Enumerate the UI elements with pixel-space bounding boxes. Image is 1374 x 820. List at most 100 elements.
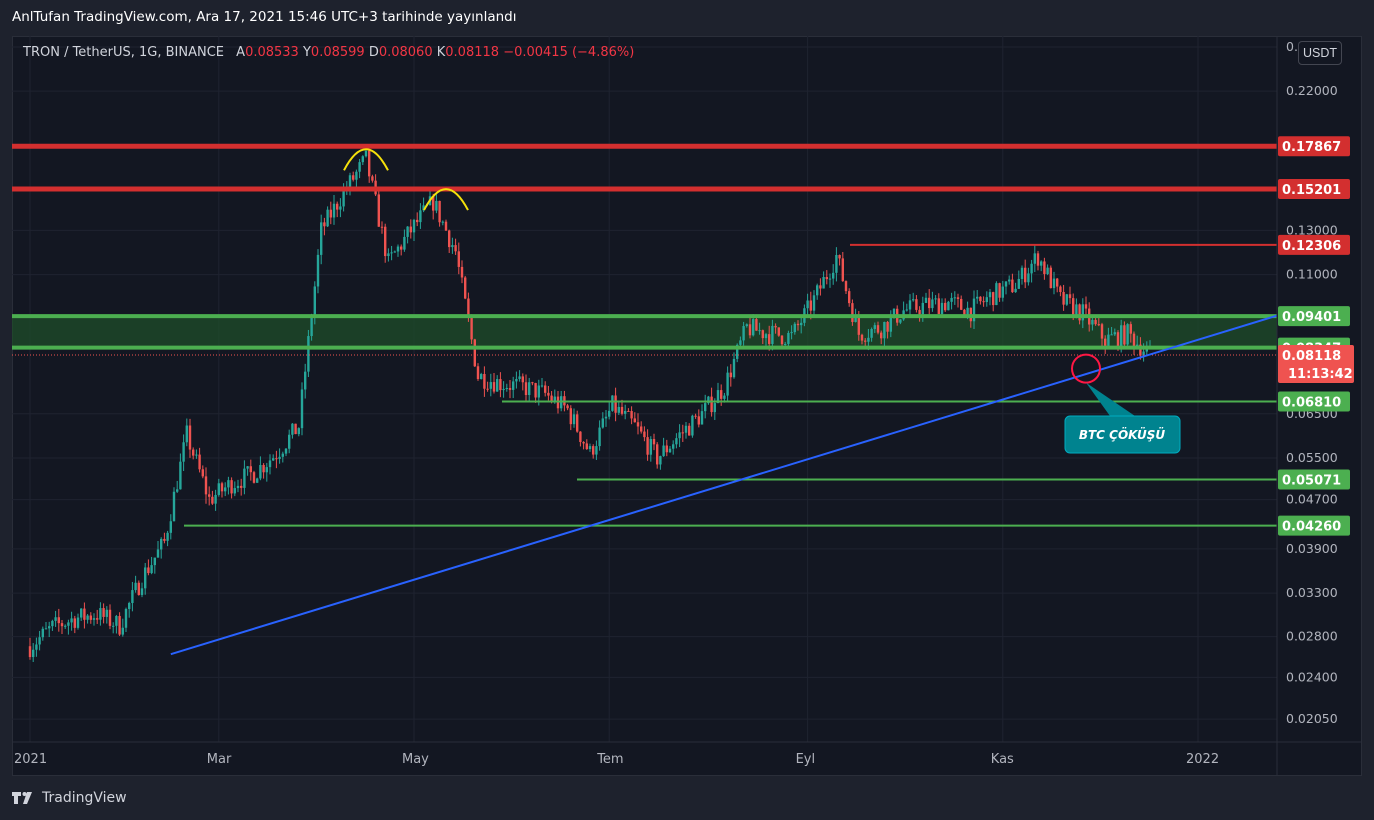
ascending-trendline[interactable] [170,314,1278,656]
candle-body [691,415,694,436]
candle-body [361,156,364,163]
close-value: 0.08118 [445,45,500,60]
candle-body [889,316,892,332]
candle-body [793,323,796,333]
candle-body [828,278,832,280]
price-chart[interactable]: BTC ÇÖKÜŞÜ 0.260000.220000.130000.110000… [12,36,1362,776]
candle-body [336,203,339,210]
candle-body [224,487,227,492]
candle-body [80,608,83,618]
currency-badge[interactable]: USDT [1298,41,1342,65]
candle-body [854,316,857,322]
candle-body [96,618,99,620]
chart-panel[interactable] [12,36,1362,776]
low-value: 0.08060 [378,45,433,60]
candle-body [342,189,345,207]
candle-body [390,252,393,254]
candle-body [640,426,643,432]
candle-body [169,521,172,533]
candle-body [1059,286,1062,292]
candle-body [905,309,908,311]
candle-body [585,443,588,450]
candle-body [297,428,300,435]
candle-body [598,427,601,447]
candle-body [790,332,793,334]
candle-body [723,395,726,399]
candle-body [444,221,448,231]
candle-body [182,442,185,462]
candle-body [176,489,179,492]
candle-body [1120,325,1123,347]
candle-body [931,299,934,309]
candle-body [569,408,572,425]
candle-body [358,162,361,172]
candle-body [486,388,489,390]
price-tick-label: 0.02050 [1286,711,1338,726]
candle-body [816,285,819,296]
candle-body [265,467,268,473]
candle-body [60,623,64,627]
candle-body [809,300,812,311]
time-axis[interactable]: 2021 Mar May Tem Eyl Kas 2022 [12,741,1362,767]
level-tag [1278,469,1350,490]
candle-body [220,483,224,492]
candle-body [406,226,409,237]
candle-body [412,219,416,233]
level-tag [1278,234,1350,255]
candle-body [108,609,112,626]
candle-body [502,388,505,391]
candle-body [179,461,182,490]
candle-body [70,618,73,623]
candle-body [432,196,435,211]
candle-body [124,609,128,628]
candle-body [73,618,76,628]
candle-body [736,344,739,359]
candle-body [540,385,544,387]
candle-body [1065,294,1068,305]
candle-body [688,425,691,436]
candle-body [841,258,844,282]
candle-body [867,337,870,342]
candle-body [771,325,774,344]
candle-body [892,308,896,317]
candle-body [1011,279,1014,293]
candle-body [947,301,950,311]
candle-body [732,358,736,378]
double-top-arc [423,188,469,211]
candle-body [531,382,534,384]
candle-body [131,590,134,603]
candle-body [848,291,851,304]
candle-body [38,637,41,645]
candle-body [630,411,633,419]
candle-body [720,390,723,399]
candle-body [83,608,86,620]
tradingview-brand[interactable]: TradingView [12,790,127,806]
symbol-name[interactable]: TRON / TetherUS, 1G, BINANCE [23,45,225,60]
candle-body [995,283,998,306]
callout-box[interactable] [1064,415,1181,454]
candle-body [652,439,656,445]
candle-body [928,297,931,309]
candle-body [460,266,464,278]
candle-body [908,300,912,310]
candle-body [960,298,963,310]
candle-body [150,565,153,574]
candle-body [780,335,784,345]
candle-body [1094,319,1097,325]
candle-body [102,608,105,617]
candle-body [659,456,662,465]
trendline[interactable] [170,314,1278,656]
candle-body [1075,304,1078,316]
candle-body [844,281,848,292]
candle-body [409,226,412,233]
candle-body [748,324,752,336]
candle-body [553,396,556,402]
candle-body [249,466,252,473]
candle-body [252,472,256,483]
candle-body [1123,325,1126,345]
candle-body [956,297,960,299]
candle-body [1014,288,1017,293]
candle-body [726,372,729,396]
candle-body [268,460,272,468]
candle-body [185,425,188,443]
